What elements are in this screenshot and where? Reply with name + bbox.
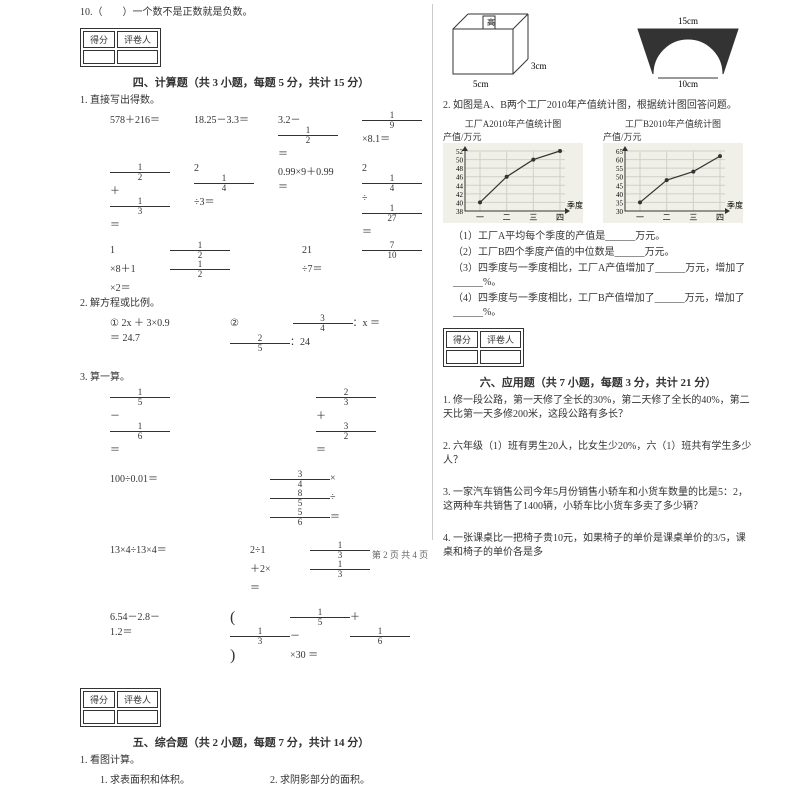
svg-text:50: 50 bbox=[616, 174, 624, 182]
chart-a-svg: 3840424446485052 一 二 三 四季度 bbox=[443, 143, 583, 223]
eq-2: ② 34：x ＝25：24 bbox=[230, 314, 422, 352]
page-footer: 第 2 页 共 4 页 bbox=[0, 548, 800, 561]
chart-a: 工厂A2010年产值统计图 产值/万元 3840424446485052一二三四… bbox=[443, 117, 583, 226]
q10: 10.（ ）一个数不是正数就是负数。 bbox=[80, 6, 422, 20]
eq: 6.54－2.8－1.2＝ bbox=[110, 608, 170, 665]
svg-text:42: 42 bbox=[456, 191, 464, 199]
calc-row-3: 112×8＋112×2＝ 21710÷7＝ bbox=[110, 241, 422, 294]
calc-row-2: 12＋13＝ 214÷3＝ 0.99×9＋0.99＝ 214÷127＝ bbox=[110, 163, 422, 238]
sub4: （4）四季度与一季度相比，工厂B产值增加了______万元，增加了______%… bbox=[453, 292, 753, 320]
q5-1: 1. 看图计算。 bbox=[80, 754, 422, 768]
eq: 214÷3＝ bbox=[194, 163, 254, 238]
svg-text:15cm: 15cm bbox=[678, 16, 698, 26]
charts-row: 工厂A2010年产值统计图 产值/万元 3840424446485052一二三四… bbox=[443, 117, 753, 226]
chart-b: 工厂B2010年产值统计图 产值/万元 3035404550556065一二三四… bbox=[603, 117, 743, 226]
eq: 15－16＝ bbox=[110, 388, 216, 456]
svg-text:四: 四 bbox=[716, 213, 724, 222]
eq: (15＋13－16)×30 ＝ bbox=[230, 608, 422, 665]
q4-3-label: 3. 算一算。 bbox=[80, 371, 422, 385]
svg-text:35: 35 bbox=[616, 199, 624, 207]
score-box-6: 得分评卷人 bbox=[443, 328, 524, 367]
svg-text:60: 60 bbox=[616, 157, 624, 165]
svg-text:52: 52 bbox=[456, 148, 464, 156]
score-box-4: 得分评卷人 bbox=[80, 28, 161, 67]
eq: 19×8.1＝ bbox=[362, 111, 422, 160]
svg-text:40: 40 bbox=[616, 191, 624, 199]
calc3-row-b: 100÷0.01＝ 34×85÷56＝ bbox=[110, 470, 422, 527]
q5-1b: 2. 求阴影部分的面积。 bbox=[270, 771, 370, 786]
q5-subs: 1. 求表面积和体积。 2. 求阴影部分的面积。 bbox=[100, 771, 422, 786]
svg-text:二: 二 bbox=[663, 213, 671, 222]
eq: 0.99×9＋0.99＝ bbox=[278, 163, 338, 238]
svg-text:44: 44 bbox=[456, 182, 464, 190]
grader-label: 评卷人 bbox=[117, 31, 158, 48]
calc-row-1: 578＋216＝ 18.25－3.3＝ 3.2－12＝ 19×8.1＝ bbox=[110, 111, 422, 160]
svg-text:50: 50 bbox=[456, 157, 464, 165]
q4-2-label: 2. 解方程或比例。 bbox=[80, 297, 422, 311]
eq: 34×85÷56＝ bbox=[270, 470, 422, 527]
q6-3: 3. 一家汽车销售公司今年5月份销售小轿车和小货车数量的比是5：2，这两种车共销… bbox=[443, 486, 753, 514]
svg-text:季度: 季度 bbox=[727, 200, 743, 210]
left-column: 10.（ ）一个数不是正数就是负数。 得分评卷人 四、计算题（共 3 小题，每题… bbox=[70, 4, 433, 540]
cuboid-figure: 高 3cm 5cm bbox=[443, 4, 553, 89]
q6-2: 2. 六年级（1）班有男生20人，比女生少20%，六（1）班共有学生多少人？ bbox=[443, 440, 753, 468]
svg-text:30: 30 bbox=[616, 208, 624, 216]
svg-text:二: 二 bbox=[503, 213, 511, 222]
svg-text:10cm: 10cm bbox=[678, 79, 698, 89]
svg-text:48: 48 bbox=[456, 165, 464, 173]
calc3-row-a: 15－16＝ 23＋32＝ bbox=[110, 388, 422, 456]
svg-text:38: 38 bbox=[456, 208, 464, 216]
equation-row: ① 2x ＋ 3×0.9 ＝ 24.7 ② 34：x ＝25：24 bbox=[110, 314, 422, 352]
section-5-title: 五、综合题（共 2 小题，每题 7 分，共计 14 分） bbox=[80, 734, 422, 750]
chart-b-svg: 3035404550556065 一 二 三 四季度 bbox=[603, 143, 743, 223]
svg-text:65: 65 bbox=[616, 148, 624, 156]
svg-text:40: 40 bbox=[456, 199, 464, 207]
sub1: （1）工厂A平均每个季度的产值是______万元。 bbox=[453, 230, 753, 244]
svg-text:一: 一 bbox=[636, 213, 644, 222]
eq: 23＋32＝ bbox=[316, 388, 422, 456]
svg-text:5cm: 5cm bbox=[473, 79, 489, 89]
svg-text:55: 55 bbox=[616, 165, 624, 173]
q6-1: 1. 修一段公路，第一天修了全长的30%，第二天修了全长的40%，第二天比第一天… bbox=[443, 394, 753, 422]
sub2: （2）工厂B四个季度产值的中位数是______万元。 bbox=[453, 246, 753, 260]
eq: 214÷127＝ bbox=[362, 163, 422, 238]
q2-label: 2. 如图是A、B两个工厂2010年产值统计图，根据统计图回答问题。 bbox=[443, 99, 753, 113]
svg-text:一: 一 bbox=[476, 213, 484, 222]
svg-text:46: 46 bbox=[456, 174, 464, 182]
arch-figure: 15cm 10cm bbox=[623, 14, 753, 89]
score-box-5: 得分评卷人 bbox=[80, 688, 161, 727]
right-column: 高 3cm 5cm 15cm 10cm 2. 如图是A、B两个工厂2010年产值… bbox=[433, 4, 763, 540]
section-4-title: 四、计算题（共 3 小题，每题 5 分，共计 15 分） bbox=[80, 74, 422, 90]
eq: 112×8＋112×2＝ bbox=[110, 241, 278, 294]
eq-1: ① 2x ＋ 3×0.9 ＝ 24.7 bbox=[110, 314, 170, 352]
svg-text:3cm: 3cm bbox=[531, 61, 547, 71]
svg-text:三: 三 bbox=[689, 213, 697, 222]
score-label: 得分 bbox=[83, 31, 115, 48]
section-6-title: 六、应用题（共 7 小题，每题 3 分，共计 21 分） bbox=[443, 374, 753, 390]
eq: 3.2－12＝ bbox=[278, 111, 338, 160]
calc3-row-d: 6.54－2.8－1.2＝ (15＋13－16)×30 ＝ bbox=[110, 608, 422, 665]
eq: 18.25－3.3＝ bbox=[194, 111, 254, 160]
q5-1a: 1. 求表面积和体积。 bbox=[100, 771, 190, 786]
sub3: （3）四季度与一季度相比，工厂A产值增加了______万元，增加了______%… bbox=[453, 262, 753, 290]
eq: 12＋13＝ bbox=[110, 163, 170, 238]
figure-row: 高 3cm 5cm 15cm 10cm bbox=[443, 4, 753, 89]
svg-text:高: 高 bbox=[487, 17, 495, 27]
eq: 100÷0.01＝ bbox=[110, 470, 170, 527]
eq: 578＋216＝ bbox=[110, 111, 170, 160]
q4-1-label: 1. 直接写出得数。 bbox=[80, 94, 422, 108]
eq: 21710÷7＝ bbox=[302, 241, 422, 294]
svg-text:三: 三 bbox=[529, 213, 537, 222]
svg-text:季度: 季度 bbox=[567, 200, 583, 210]
svg-text:45: 45 bbox=[616, 182, 624, 190]
svg-text:四: 四 bbox=[556, 213, 564, 222]
